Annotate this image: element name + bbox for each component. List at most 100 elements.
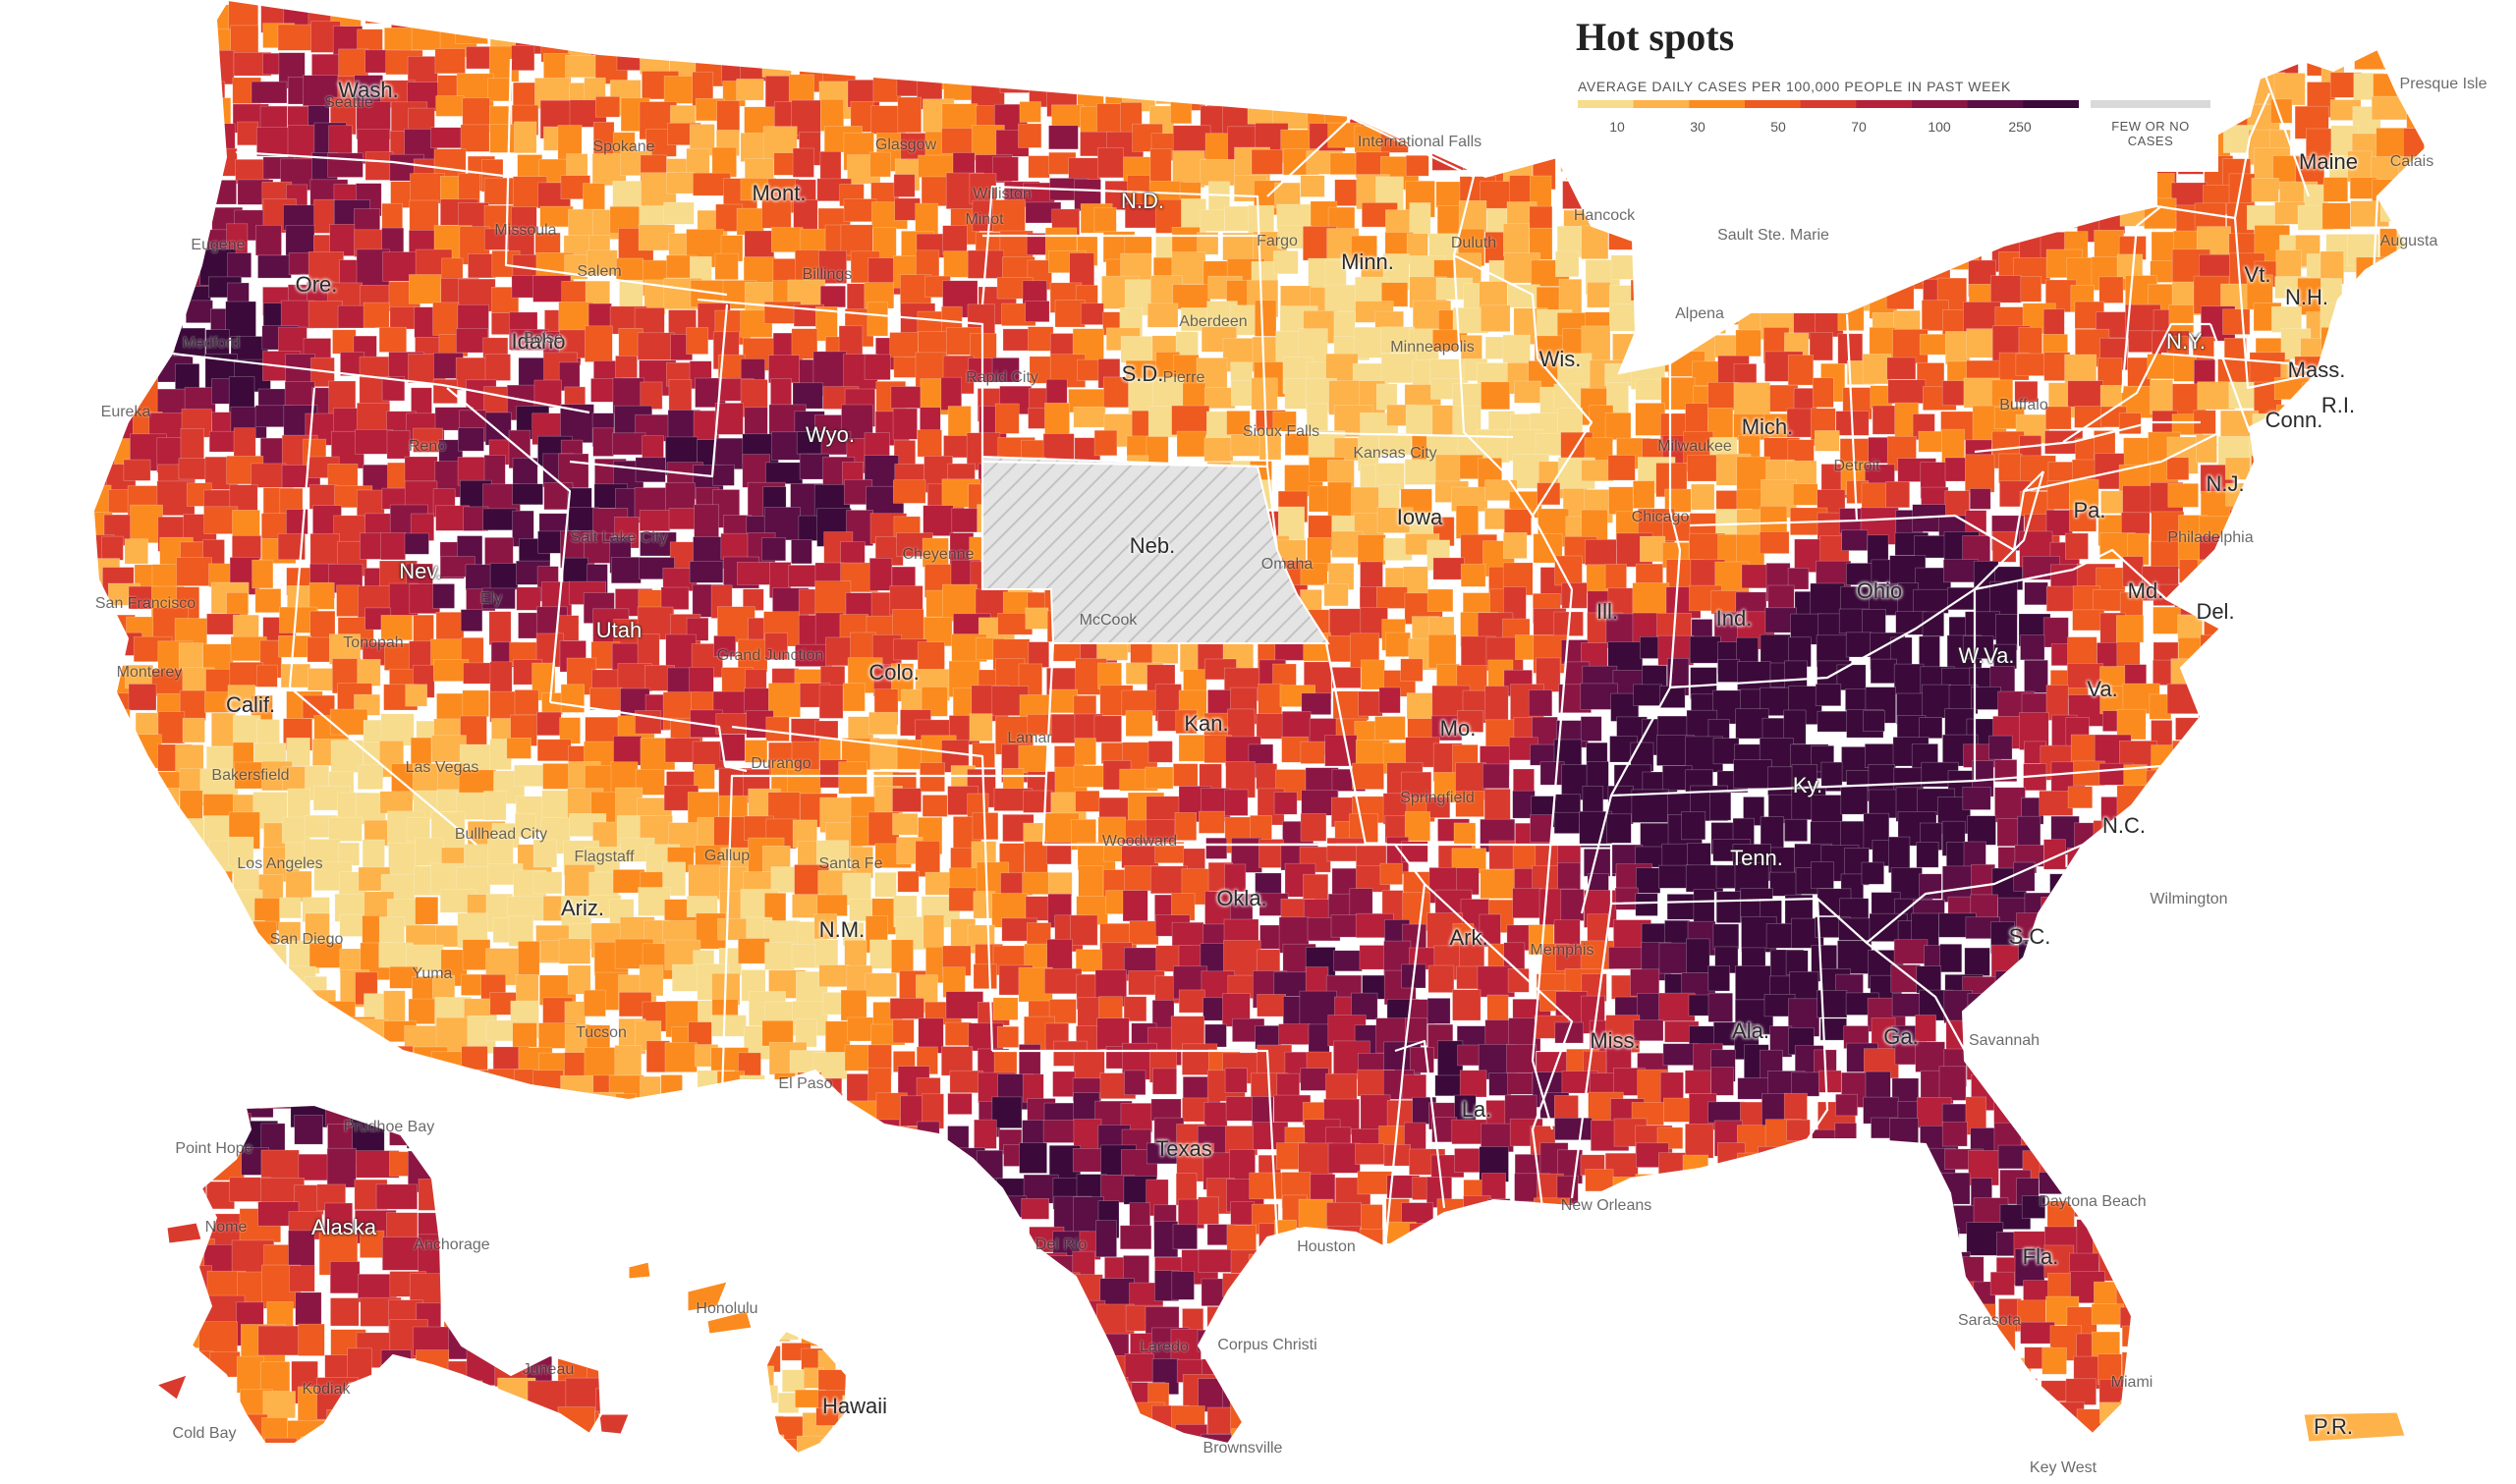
county-cell: [1610, 1220, 1643, 1258]
county-cell: [93, 310, 111, 346]
county-cell: [1685, 1353, 1710, 1392]
county-cell: [1707, 381, 1739, 411]
county-cell: [943, 28, 979, 52]
county-cell: [2408, 438, 2427, 471]
county-cell: [969, 1326, 1000, 1365]
county-cell: [284, 1001, 323, 1028]
county-cell: [151, 564, 179, 587]
county-cell: [160, 888, 197, 922]
county-cell: [2299, 1305, 2327, 1328]
county-cell: [1964, 947, 1990, 976]
county-cell: [2320, 1041, 2352, 1070]
county-cell: [1681, 811, 1706, 841]
county-cell: [1512, 888, 1542, 919]
county-cell: [1685, 206, 1723, 241]
county-cell: [1633, 1019, 1664, 1041]
county-cell: [1787, 178, 1825, 211]
county-cell: [1718, 1198, 1759, 1228]
county-cell: [687, 1194, 714, 1233]
county-cell: [1813, 1226, 1841, 1261]
county-cell: [2381, 0, 2405, 27]
county-cell: [536, 739, 572, 762]
county-cell: [461, 1046, 488, 1071]
county-cell: [2067, 786, 2094, 809]
county-cell: [1228, 3, 1254, 37]
county-cell: [941, 128, 974, 154]
county-cell: [770, 227, 804, 253]
county-cell: [1048, 125, 1079, 150]
county-cell: [668, 1353, 705, 1387]
county-cell: [1330, 1278, 1354, 1302]
county-cell: [2018, 326, 2042, 357]
county-cell: [2326, 1143, 2366, 1178]
county-cell: [2020, 1097, 2047, 1135]
county-cell: [1405, 155, 1429, 177]
county-cell: [1173, 763, 1199, 787]
county-cell: [1765, 1247, 1793, 1284]
county-cell: [737, 638, 768, 673]
county-cell: [996, 1280, 1022, 1312]
county-cell: [509, 1144, 531, 1179]
county-cell: [1023, 790, 1053, 813]
county-cell: [1791, 1347, 1814, 1377]
county-cell: [2168, 842, 2202, 864]
county-cell: [1533, 1226, 1557, 1249]
county-cell: [2380, 1143, 2408, 1176]
county-cell: [643, 1197, 668, 1228]
county-cell: [2192, 1023, 2231, 1055]
county-cell: [2166, 457, 2190, 480]
county-cell: [1866, 1324, 1904, 1356]
county-cell: [1327, 1352, 1354, 1375]
county-cell: [2116, 1147, 2146, 1178]
county-cell: [380, 531, 406, 561]
county-cell: [2177, 1142, 2201, 1171]
county-cell: [1688, 1225, 1717, 1252]
county-cell: [867, 302, 889, 337]
county-cell: [714, 403, 744, 435]
county-cell: [1432, 23, 1458, 52]
county-cell: [2043, 1122, 2072, 1156]
county-cell: [772, 0, 802, 31]
county-cell: [155, 1103, 195, 1133]
county-cell: [2323, 1128, 2356, 1158]
county-cell: [893, 52, 921, 77]
county-cell: [2251, 178, 2279, 202]
county-cell: [2432, 378, 2461, 404]
county-cell: [336, 584, 361, 617]
county-cell: [584, 532, 613, 564]
county-cell: [943, 435, 970, 459]
county-cell: [404, 532, 429, 555]
county-cell: [532, 1228, 561, 1260]
county-cell: [1713, 1276, 1745, 1298]
county-cell: [1791, 1276, 1816, 1304]
county-cell: [2378, 815, 2411, 852]
county-cell: [2398, 889, 2427, 918]
county-cell: [2355, 537, 2393, 567]
county-cell: [178, 1279, 207, 1312]
county-cell: [1479, 1301, 1510, 1327]
county-cell: [843, 1145, 865, 1177]
county-cell: [1915, 1333, 1952, 1365]
county-cell: [534, 232, 561, 255]
county-cell: [484, 412, 512, 446]
county-cell: [1329, 0, 1364, 34]
county-cell: [689, 561, 724, 583]
county-cell: [2194, 202, 2226, 232]
county-cell: [2320, 1171, 2347, 1195]
county-cell: [514, 764, 547, 787]
county-cell: [2372, 1232, 2408, 1269]
county-cell: [1614, 887, 1639, 910]
county-cell: [2350, 1305, 2388, 1343]
county-cell: [93, 688, 105, 720]
county-cell: [2116, 997, 2153, 1021]
county-cell: [771, 1172, 799, 1209]
county-cell: [2371, 1001, 2406, 1027]
county-cell: [1770, 847, 1796, 876]
county-cell: [1608, 946, 1644, 969]
county-cell: [1793, 1331, 1832, 1358]
county-cell: [206, 97, 232, 127]
county-cell: [2331, 718, 2368, 756]
county-cell: [1766, 1330, 1803, 1358]
county-cell: [1916, 173, 1938, 205]
county-cell: [2018, 939, 2051, 965]
